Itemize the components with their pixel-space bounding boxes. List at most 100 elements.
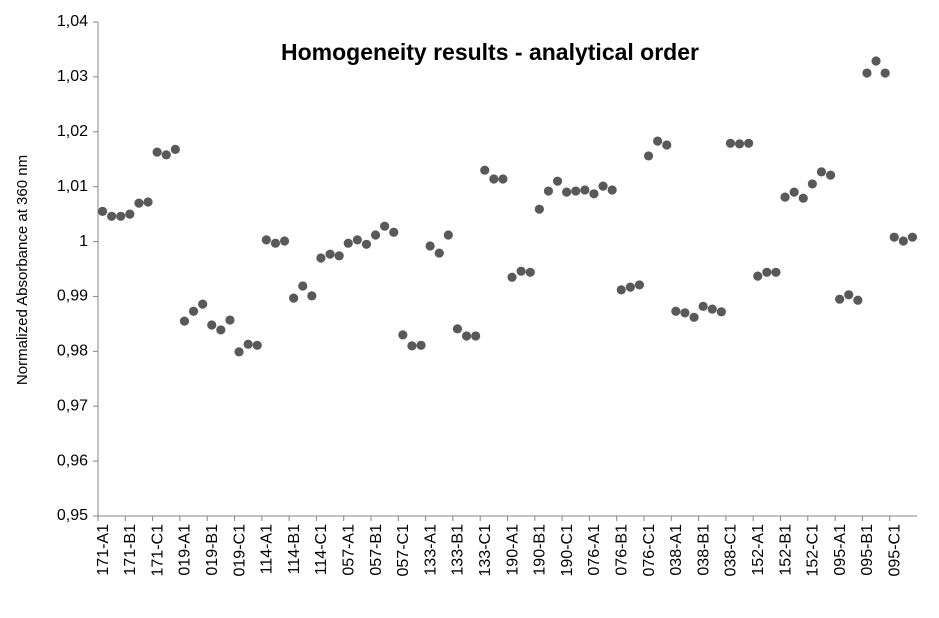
x-tick-label: 019-A1	[177, 524, 194, 576]
x-tick-label: 152-B1	[777, 524, 794, 576]
x-tick-label: 133-B1	[450, 524, 467, 576]
point	[716, 307, 726, 317]
point	[816, 167, 827, 177]
point	[589, 189, 599, 199]
point	[789, 187, 799, 197]
x-tick-label: 057-A1	[340, 524, 357, 576]
point	[116, 211, 126, 221]
point	[662, 140, 672, 150]
point	[461, 331, 472, 341]
point	[525, 267, 535, 277]
y-tick-label: 1,01	[57, 178, 88, 195]
point	[261, 235, 271, 245]
point	[334, 251, 344, 261]
point	[380, 221, 390, 231]
x-tick-label: 095-B1	[859, 524, 876, 576]
point	[125, 209, 135, 219]
point	[279, 236, 290, 246]
x-tick-label: 152-C1	[805, 524, 822, 577]
point	[634, 280, 645, 290]
x-tick-label: 152-A1	[750, 524, 767, 576]
point	[234, 347, 244, 357]
point	[780, 192, 790, 202]
point	[107, 211, 117, 221]
x-tick-label: 038-C1	[723, 524, 740, 577]
point	[198, 299, 208, 309]
point	[307, 291, 317, 301]
y-tick-label: 0,95	[57, 507, 88, 524]
y-axis-label: Normalized Absorbance at 360 nm	[14, 155, 31, 385]
point	[252, 340, 262, 350]
point	[698, 301, 708, 311]
x-tick-label: 114-B1	[286, 524, 303, 575]
point	[762, 267, 772, 277]
point	[534, 204, 544, 214]
x-tick-label: 019-B1	[204, 524, 221, 576]
point	[179, 316, 190, 326]
x-tick-label: 038-A1	[668, 524, 685, 576]
y-tick-label: 0,99	[57, 288, 88, 305]
point	[370, 230, 381, 240]
point	[407, 341, 417, 351]
x-tick-label: 133-C1	[477, 524, 494, 577]
y-tick-label: 1	[79, 233, 88, 250]
x-tick-label: 057-B1	[368, 524, 385, 576]
point	[689, 312, 699, 322]
x-tick-label: 076-B1	[613, 524, 630, 576]
point	[835, 294, 845, 304]
point	[880, 68, 890, 78]
point	[188, 306, 199, 316]
point	[771, 267, 781, 277]
point	[425, 241, 435, 251]
y-tick-label: 1,03	[57, 68, 88, 85]
x-tick-label: 133-A1	[422, 524, 439, 576]
y-tick-label: 1,04	[57, 13, 88, 30]
x-tick-label: 095-C1	[886, 524, 903, 577]
point	[643, 151, 654, 161]
point	[170, 144, 180, 154]
point	[607, 185, 617, 195]
point	[389, 227, 399, 237]
x-tick-label: 095-A1	[832, 524, 849, 576]
y-tick-label: 1,02	[57, 123, 88, 140]
point	[844, 290, 854, 300]
point	[898, 236, 908, 246]
x-tick-label: 076-C1	[641, 524, 658, 577]
point	[562, 187, 572, 197]
point	[725, 138, 736, 148]
point	[161, 150, 171, 160]
x-tick-label: 171-A1	[95, 524, 112, 576]
point	[343, 238, 353, 248]
point	[97, 206, 108, 216]
point	[452, 324, 463, 334]
point	[625, 282, 635, 292]
x-tick-label: 190-A1	[504, 524, 521, 576]
point	[434, 248, 444, 258]
point	[680, 308, 690, 318]
x-tick-label: 114-C1	[313, 524, 330, 575]
point	[325, 249, 335, 259]
point	[543, 186, 554, 196]
point	[243, 339, 253, 349]
point	[853, 295, 863, 305]
point	[398, 330, 408, 340]
point	[907, 232, 918, 242]
point	[152, 147, 162, 157]
point	[134, 198, 144, 208]
point	[443, 230, 453, 240]
point	[316, 253, 326, 263]
x-tick-label: 190-B1	[532, 524, 549, 576]
point	[653, 136, 663, 146]
point	[707, 304, 717, 314]
point	[507, 272, 517, 282]
x-tick-label: 038-B1	[695, 524, 712, 576]
y-tick-label: 0,96	[57, 452, 88, 469]
x-tick-label: 171-C1	[149, 524, 166, 577]
point	[480, 165, 490, 175]
point	[216, 325, 226, 335]
point	[298, 281, 308, 291]
point	[862, 68, 872, 78]
point	[807, 179, 817, 189]
point	[416, 340, 426, 350]
point	[352, 235, 362, 245]
